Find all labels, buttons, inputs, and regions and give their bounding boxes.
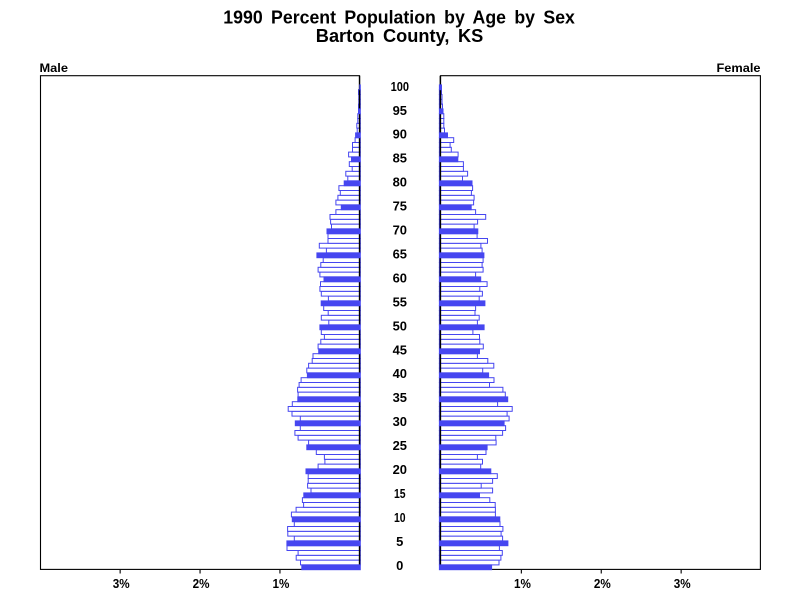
svg-text:60: 60 bbox=[393, 271, 407, 285]
svg-text:55: 55 bbox=[393, 295, 407, 309]
svg-text:3%: 3% bbox=[113, 577, 130, 591]
svg-text:2%: 2% bbox=[594, 577, 611, 591]
svg-text:20: 20 bbox=[393, 463, 407, 477]
svg-text:15: 15 bbox=[394, 487, 406, 501]
svg-text:0: 0 bbox=[396, 559, 403, 573]
svg-text:Female: Female bbox=[717, 61, 761, 75]
svg-text:70: 70 bbox=[393, 224, 407, 238]
svg-text:50: 50 bbox=[393, 319, 407, 333]
svg-text:Barton County, KS: Barton County, KS bbox=[316, 26, 484, 46]
svg-text:3%: 3% bbox=[674, 577, 691, 591]
svg-text:Male: Male bbox=[40, 61, 69, 75]
svg-text:95: 95 bbox=[393, 104, 407, 118]
svg-text:35: 35 bbox=[393, 391, 407, 405]
svg-text:65: 65 bbox=[393, 248, 407, 262]
svg-text:40: 40 bbox=[393, 367, 407, 381]
svg-text:1%: 1% bbox=[514, 577, 531, 591]
svg-text:45: 45 bbox=[393, 343, 407, 357]
svg-text:75: 75 bbox=[393, 200, 407, 214]
svg-text:80: 80 bbox=[393, 176, 407, 190]
svg-text:85: 85 bbox=[393, 152, 407, 166]
svg-text:10: 10 bbox=[394, 511, 406, 525]
svg-text:100: 100 bbox=[391, 80, 409, 94]
svg-text:1%: 1% bbox=[273, 577, 290, 591]
svg-text:2%: 2% bbox=[193, 577, 210, 591]
svg-text:5: 5 bbox=[396, 535, 403, 549]
svg-text:90: 90 bbox=[393, 128, 407, 142]
svg-text:1990 Percent Population by Age: 1990 Percent Population by Age by Sex bbox=[223, 8, 575, 28]
svg-text:25: 25 bbox=[393, 439, 407, 453]
svg-text:30: 30 bbox=[393, 415, 407, 429]
